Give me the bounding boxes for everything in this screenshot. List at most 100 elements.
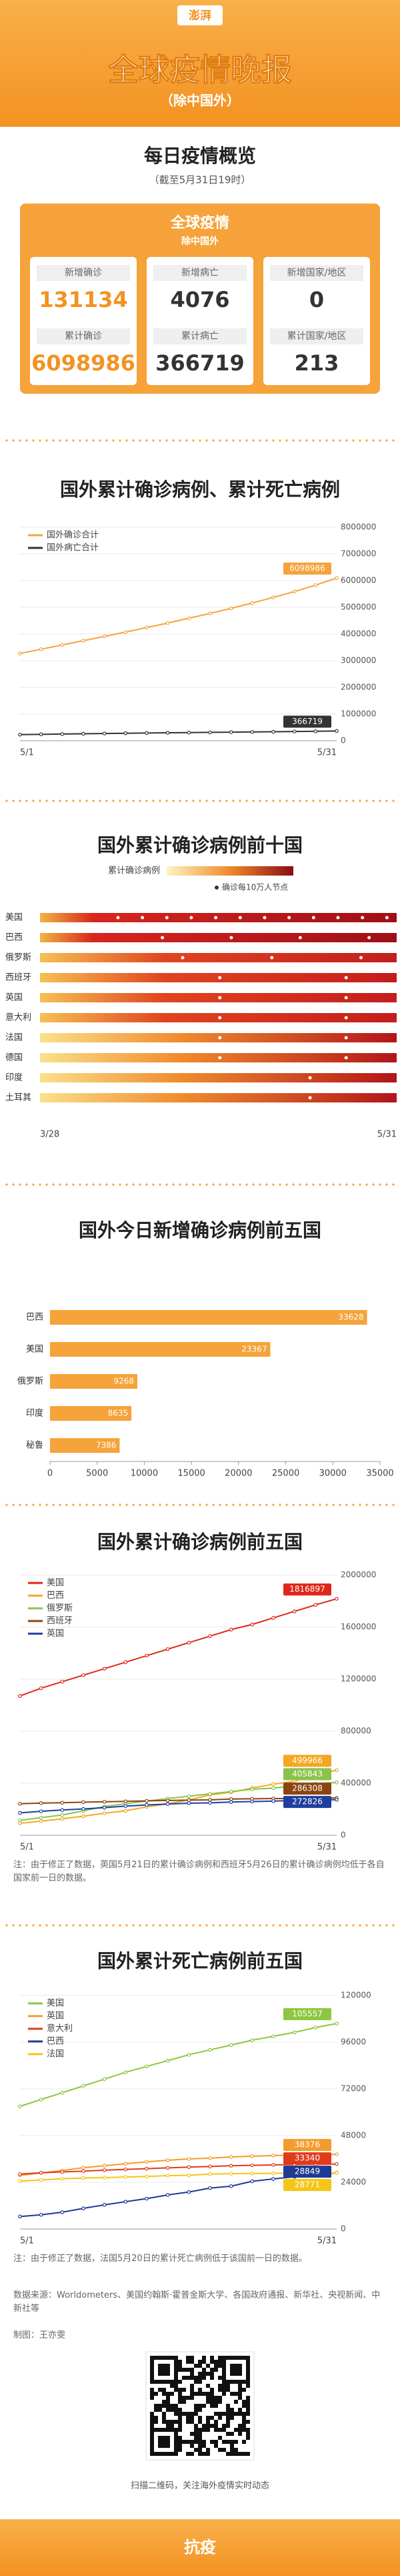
qr-cell — [154, 2392, 158, 2396]
data-point — [145, 1799, 149, 1803]
qr-cell — [194, 2424, 198, 2428]
qr-cell — [222, 2412, 226, 2416]
end-label: 405843 — [292, 1769, 323, 1779]
separator-dot — [345, 439, 348, 442]
stat-label: 新增确诊 — [65, 268, 102, 278]
header-title: 全球疫情晚报 — [107, 52, 292, 88]
separator-dot — [92, 1504, 95, 1506]
separator-dot — [345, 799, 348, 802]
separator-dot — [379, 799, 381, 802]
data-point — [102, 2164, 107, 2168]
separator-dot — [72, 1924, 75, 1927]
qr-cell — [190, 2392, 194, 2396]
qr-cell — [218, 2360, 222, 2364]
separator-dot — [332, 1183, 335, 1186]
x-tick-label: 5/1 — [20, 1843, 34, 1853]
end-label-bg — [283, 1583, 331, 1596]
data-point — [102, 731, 107, 735]
data-point — [292, 1779, 297, 1783]
overview-subtitle: （截至5月31日19时） — [149, 174, 251, 186]
separator-dot — [365, 439, 368, 442]
qr-cell — [190, 2420, 194, 2424]
separator-dot — [359, 1504, 361, 1506]
separator-dot — [92, 1924, 95, 1927]
value-label: 7386 — [96, 1441, 117, 1450]
data-point — [271, 595, 275, 600]
qr-cell — [218, 2428, 222, 2432]
data-point — [18, 1694, 22, 1698]
separator-dot — [52, 1924, 55, 1927]
qr-cell — [206, 2420, 210, 2424]
separator-dot — [239, 439, 241, 442]
separator-dot — [252, 439, 255, 442]
separator-dot — [272, 1924, 275, 1927]
data-point — [145, 625, 149, 630]
separator-dot — [279, 1504, 281, 1506]
separator-dot — [179, 1924, 181, 1927]
separator-dot — [225, 1924, 228, 1927]
qr-cell — [190, 2440, 194, 2444]
separator-dot — [219, 1504, 221, 1506]
separator-dot — [25, 799, 28, 802]
data-point — [145, 1803, 149, 1807]
qr-cell — [202, 2372, 206, 2376]
series-line — [19, 2163, 337, 2175]
y-tick-label: 巴西 — [26, 1313, 43, 1323]
data-point — [250, 2154, 255, 2158]
data-point — [102, 2203, 107, 2207]
bar — [50, 1310, 367, 1325]
data-point — [313, 1603, 318, 1607]
qr-cell — [162, 2416, 166, 2420]
data-point — [102, 634, 107, 639]
series-line — [19, 1769, 337, 1825]
qr-cell — [214, 2364, 218, 2368]
separator-dot — [199, 1924, 201, 1927]
qr-cell — [234, 2440, 238, 2444]
separator-dot — [359, 439, 361, 442]
separator-dot — [252, 799, 255, 802]
separator-dot — [272, 1183, 275, 1186]
series-line — [19, 1598, 337, 1697]
qr-cell — [218, 2364, 222, 2368]
qr-finder-core — [158, 2364, 170, 2376]
separator-dot — [339, 439, 341, 442]
legend-label: 美国 — [47, 1578, 64, 1588]
separator-dot — [379, 439, 381, 442]
qr-cell — [218, 2416, 222, 2420]
stat-card — [263, 257, 370, 385]
separator-dot — [265, 799, 268, 802]
qr-cell — [186, 2396, 190, 2400]
qr-cell — [210, 2400, 214, 2404]
data-point — [102, 1811, 107, 1815]
qr-cell — [206, 2416, 210, 2420]
separator-dot — [139, 799, 141, 802]
data-point — [145, 1654, 149, 1658]
heat-row — [40, 953, 397, 962]
legend-label: 西班牙 — [47, 1616, 73, 1626]
separator-dot — [252, 1504, 255, 1506]
end-label: 272826 — [292, 1797, 323, 1807]
data-point — [60, 2176, 65, 2181]
data-point — [250, 2172, 255, 2176]
data-point — [81, 2169, 85, 2174]
heat-node — [229, 936, 233, 940]
data-point — [208, 1798, 212, 1802]
qr-cell — [186, 2440, 190, 2444]
qr-cell — [150, 2392, 154, 2396]
separator-dot — [299, 1504, 301, 1506]
qr-cell — [186, 2368, 190, 2372]
data-point — [123, 2200, 128, 2204]
data-point — [335, 1781, 339, 1785]
end-label-bg — [283, 1754, 331, 1767]
separator-dot — [132, 799, 135, 802]
stat-label: 累计病亡 — [181, 331, 219, 342]
separator-dot — [259, 1504, 261, 1506]
row-label: 德国 — [5, 1053, 23, 1063]
separator-dot — [19, 1183, 21, 1186]
separator-dot — [312, 1183, 315, 1186]
qr-cell — [186, 2360, 190, 2364]
qr-cell — [194, 2448, 198, 2452]
data-point — [208, 1634, 212, 1638]
separator-dot — [345, 1924, 348, 1927]
qr-cell — [246, 2400, 250, 2404]
